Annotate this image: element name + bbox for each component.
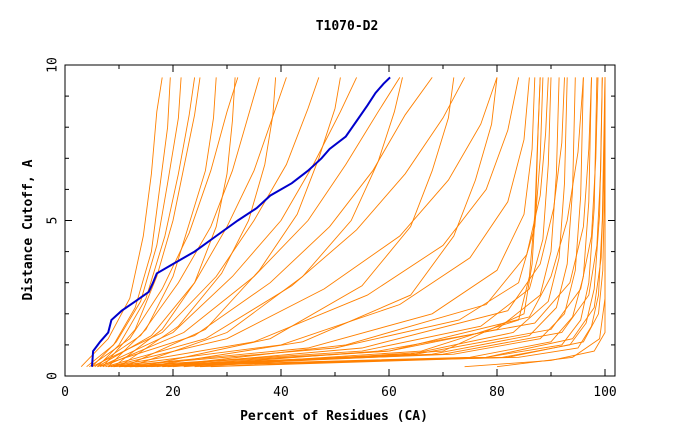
background-series-line-1 — [86, 77, 171, 368]
axis-ticks: 0 20 40 60 80 100 0 5 10 — [46, 57, 617, 400]
background-series-line-23 — [135, 77, 598, 368]
x-tick-label: 20 — [165, 385, 181, 400]
background-series-line-38 — [113, 77, 236, 368]
background-series-line-44 — [102, 77, 201, 367]
background-series-line-2 — [91, 77, 182, 368]
background-series-line-41 — [129, 77, 403, 368]
background-series-line-15 — [113, 77, 536, 368]
background-series-line-22 — [129, 77, 592, 368]
background-series-line-4 — [89, 77, 239, 368]
background-series-line-18 — [118, 77, 560, 368]
x-tick-label: 80 — [489, 385, 505, 400]
background-series-line-21 — [129, 77, 584, 368]
background-series-line-34 — [199, 77, 606, 368]
background-series-line-26 — [145, 77, 584, 368]
background-series-line-11 — [105, 77, 465, 368]
background-series-line-30 — [167, 77, 599, 368]
x-tick-label: 60 — [381, 385, 397, 400]
background-series-line-40 — [124, 77, 341, 368]
background-series-line-17 — [118, 77, 552, 368]
background-series-line-35 — [210, 77, 606, 368]
background-series-line-16 — [113, 77, 544, 368]
background-series-line-0 — [80, 77, 163, 368]
background-series-line-14 — [110, 77, 530, 368]
background-series-group — [80, 77, 606, 368]
background-series-line-10 — [97, 77, 433, 368]
background-series-line-27 — [151, 77, 565, 368]
x-tick-label: 40 — [273, 385, 289, 400]
y-axis-label: Distance Cutoff, A — [21, 159, 36, 300]
background-series-line-45 — [107, 77, 217, 368]
x-tick-label: 100 — [593, 385, 616, 400]
background-series-line-33 — [194, 77, 541, 368]
background-series-line-42 — [140, 77, 455, 368]
background-series-line-8 — [99, 77, 358, 368]
x-axis-label: Percent of Residues (CA) — [240, 409, 428, 424]
background-series-line-9 — [102, 77, 401, 368]
background-series-line-12 — [108, 77, 498, 368]
background-series-line-5 — [94, 77, 260, 368]
highlight-series-group — [91, 76, 391, 367]
background-series-line-6 — [97, 77, 287, 368]
background-series-line-43 — [145, 77, 498, 368]
background-series-line-39 — [118, 77, 277, 368]
y-tick-label: 10 — [46, 57, 61, 73]
background-series-line-20 — [124, 77, 576, 368]
background-series-line-28 — [156, 77, 549, 368]
background-series-line-7 — [91, 77, 320, 368]
y-tick-label: 0 — [46, 372, 61, 380]
background-series-line-31 — [172, 77, 592, 368]
chart-title: T1070-D2 — [316, 19, 379, 34]
background-series-line-37 — [496, 77, 606, 368]
y-tick-label: 5 — [46, 217, 61, 225]
background-series-line-29 — [162, 77, 603, 368]
x-tick-label: 0 — [61, 385, 69, 400]
background-series-line-3 — [97, 77, 196, 368]
highlight-series-line — [91, 76, 391, 367]
